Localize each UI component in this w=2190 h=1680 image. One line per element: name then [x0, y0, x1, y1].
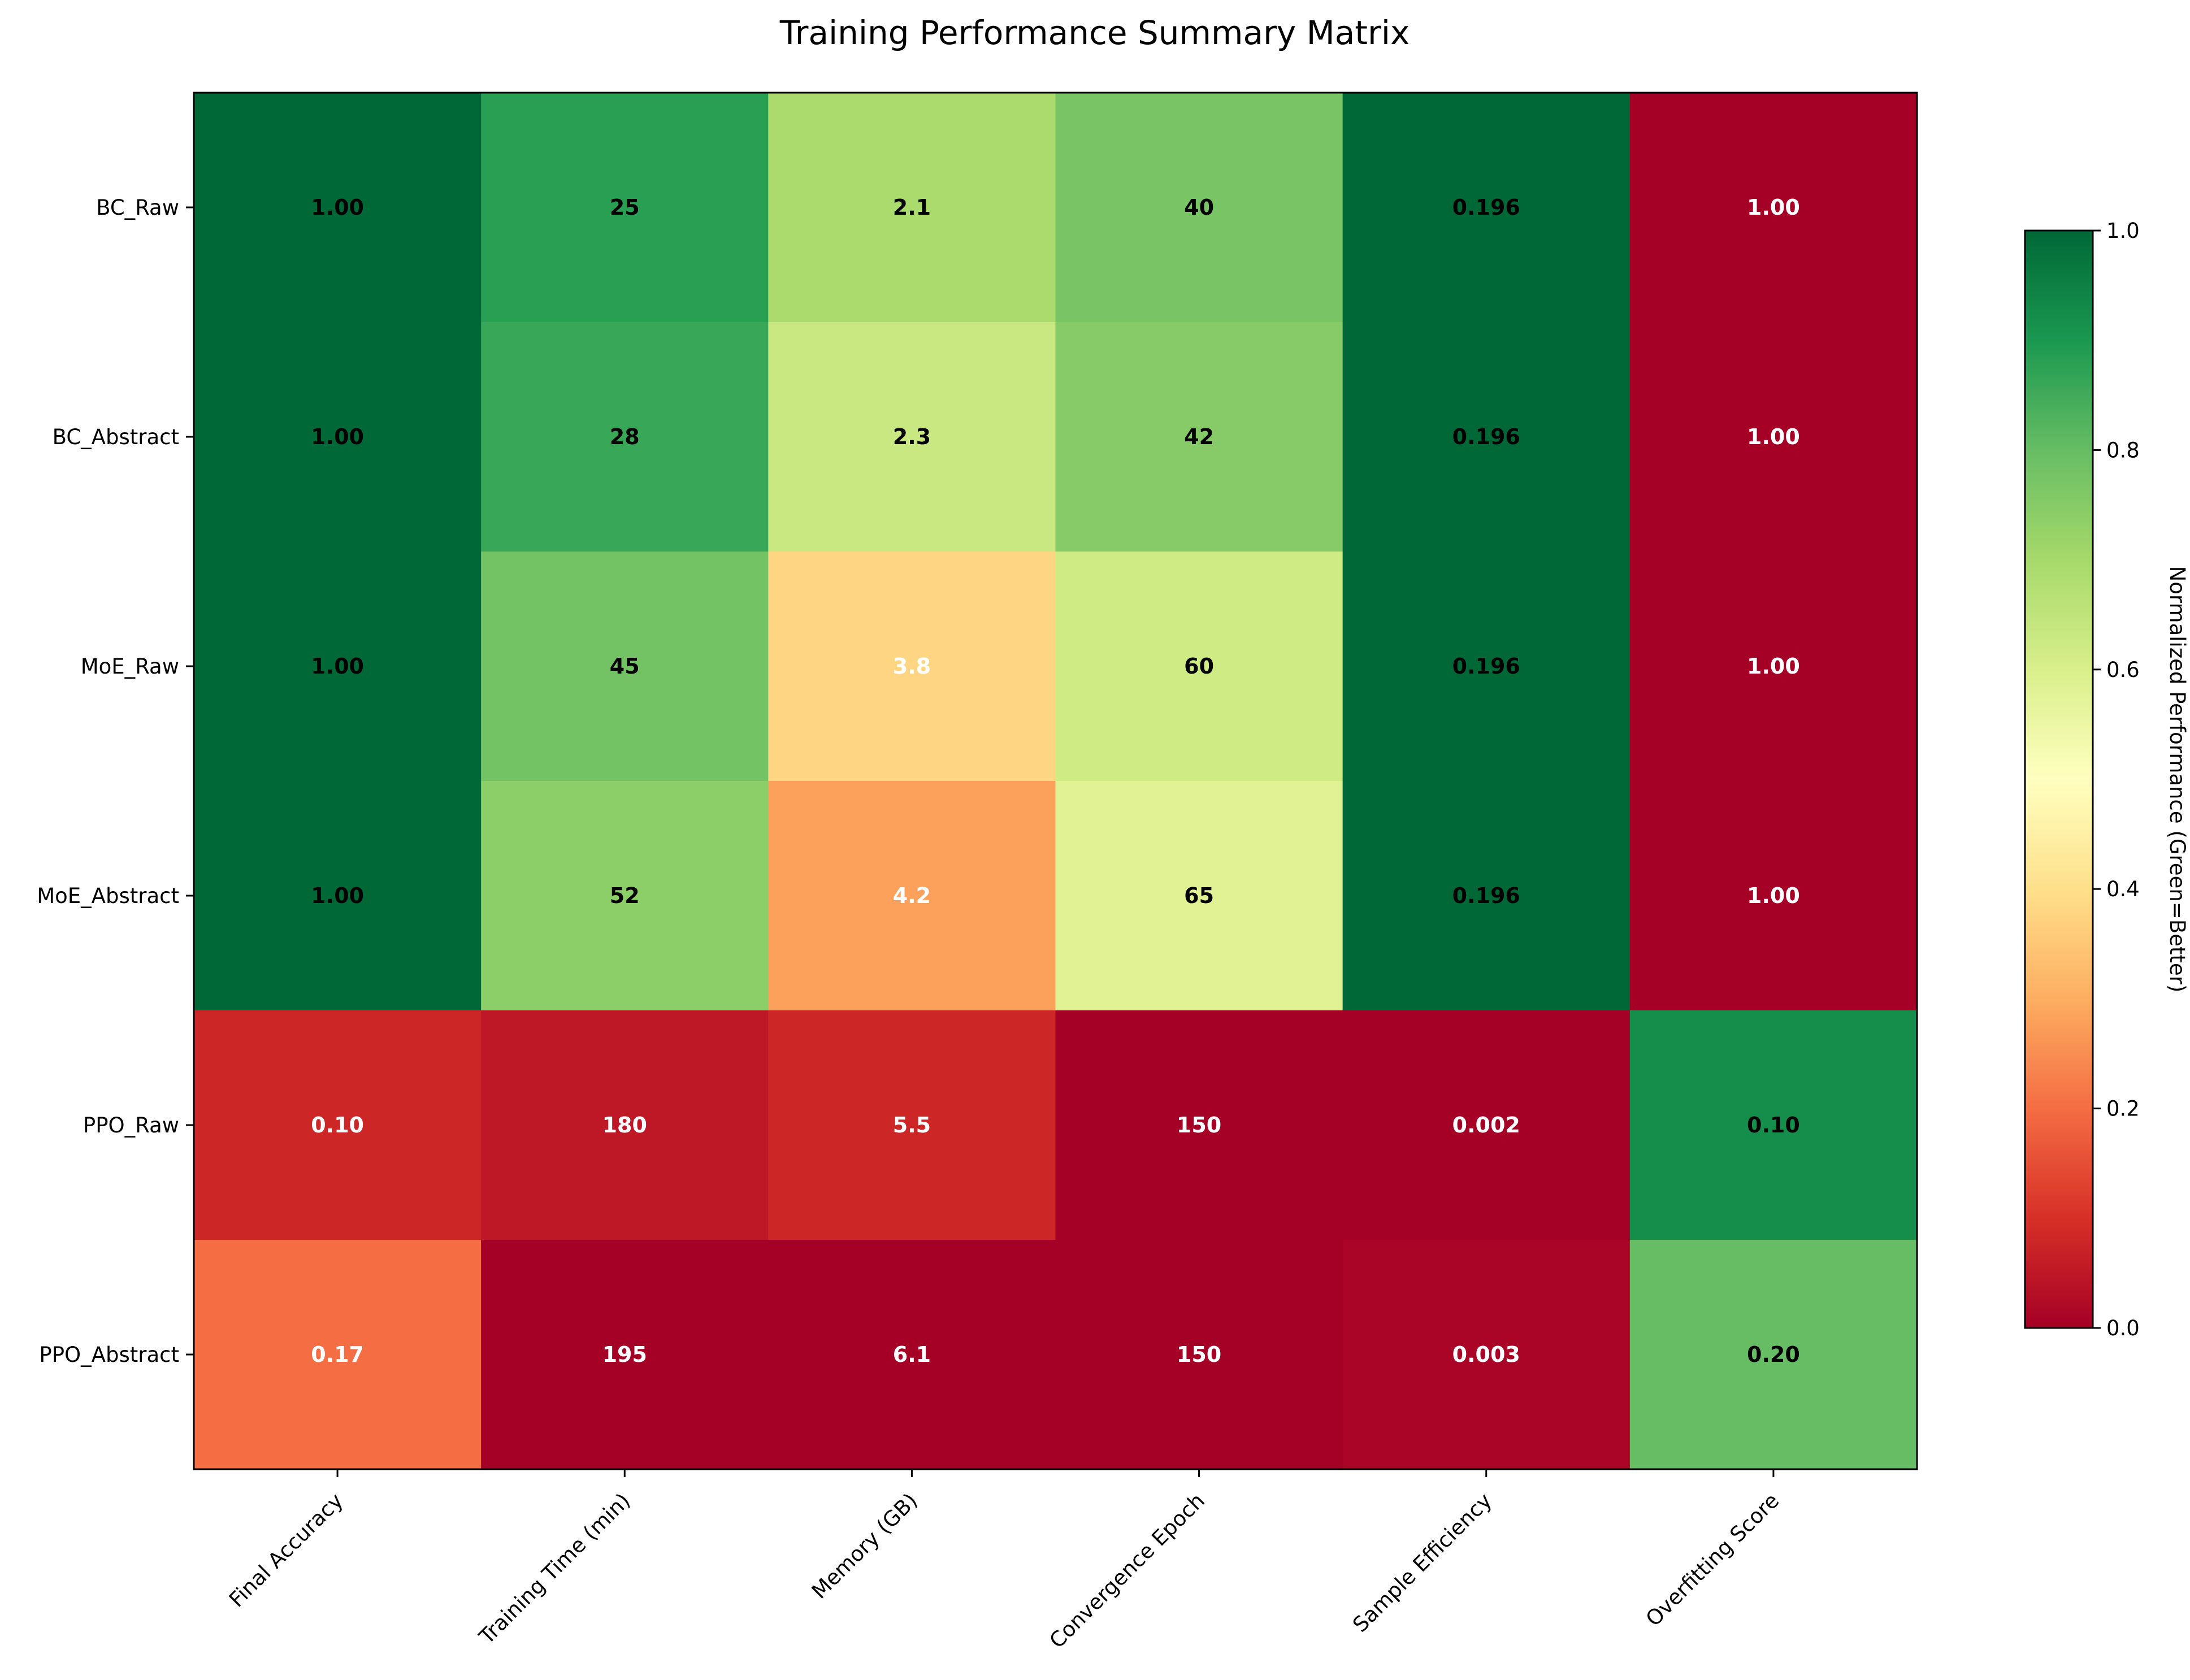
heatmap-cell	[194, 552, 482, 782]
colorbar-tick-label: 1.0	[2106, 219, 2140, 243]
heatmap-cell	[768, 322, 1056, 552]
heatmap-cell	[1342, 1010, 1630, 1240]
heatmap-cell	[1629, 552, 1918, 782]
cell-value-label: 42	[1184, 424, 1214, 449]
heatmap-cell	[768, 93, 1056, 323]
row-axis: BC_Raw BC_Abstract MoE_Raw MoE_Abstract PPO_…	[37, 196, 194, 1367]
cell-value-label: 45	[610, 654, 640, 679]
heatmap-cell	[481, 1010, 769, 1240]
row-tick-label: BC_Abstract	[53, 425, 179, 449]
cell-value-label: 52	[610, 883, 640, 908]
colorbar-ticks: 0.0 0.2 0.4 0.6 0.8 1.0	[2093, 219, 2140, 1340]
heatmap-cell	[194, 1240, 482, 1470]
row-tick-label: BC_Raw	[96, 196, 179, 220]
heatmap-cell	[1342, 1240, 1630, 1470]
row-tick-label: MoE_Abstract	[37, 884, 179, 908]
cell-value-label: 6.1	[893, 1342, 931, 1367]
colorbar-tick-label: 0.2	[2106, 1097, 2140, 1121]
cell-value-label: 40	[1184, 195, 1214, 220]
heatmap-cell	[768, 552, 1056, 782]
cell-labels: 1.00 25 2.1 40 0.196 1.00 1.00 28 2.3 42 0.196 1.00…	[311, 195, 1800, 1367]
cell-value-label: 2.3	[893, 424, 931, 449]
heatmap-cell	[481, 93, 769, 323]
heatmap-cell	[1629, 1010, 1918, 1240]
heatmap-cell	[768, 781, 1056, 1011]
cell-value-label: 195	[602, 1342, 647, 1367]
colorbar-label: Normalized Performance (Green=Better)	[2165, 566, 2189, 993]
chart-title: Training Performance Summary Matrix	[779, 14, 1410, 52]
cell-value-label: 1.00	[311, 424, 364, 449]
cell-value-label: 0.196	[1452, 195, 1520, 220]
cell-value-label: 1.00	[1747, 424, 1800, 449]
heatmap-cell	[1342, 322, 1630, 552]
cell-value-label: 1.00	[311, 195, 364, 220]
cell-value-label: 0.17	[311, 1342, 364, 1367]
heatmap-cell	[1055, 93, 1343, 323]
heatmap-cell	[1629, 322, 1918, 552]
heatmap-cell	[768, 1240, 1056, 1470]
cell-value-label: 0.196	[1452, 883, 1520, 908]
heatmap-cell	[481, 552, 769, 782]
cell-value-label: 1.00	[311, 883, 364, 908]
cell-value-label: 0.20	[1747, 1342, 1800, 1367]
cell-value-label: 0.196	[1452, 654, 1520, 679]
row-tick-label: MoE_Raw	[81, 654, 179, 679]
row-tick-label: PPO_Raw	[83, 1113, 179, 1138]
heatmap-cell	[1629, 781, 1918, 1011]
cell-value-label: 3.8	[893, 654, 931, 679]
cell-value-label: 180	[602, 1113, 647, 1138]
cell-value-label: 65	[1184, 883, 1214, 908]
heatmap-cell	[194, 93, 482, 323]
cell-value-label: 60	[1184, 654, 1214, 679]
colorbar-tick-label: 0.0	[2106, 1316, 2140, 1340]
cell-value-label: 1.00	[1747, 883, 1800, 908]
colorbar-gradient	[2025, 231, 2093, 1328]
heatmap-cell	[768, 1010, 1056, 1240]
cell-value-label: 0.10	[311, 1113, 364, 1138]
heatmap-cell	[1055, 781, 1343, 1011]
heatmap-cell	[194, 322, 482, 552]
plot-frame	[193, 92, 1918, 1470]
heatmap-cell	[1629, 93, 1918, 323]
colorbar-frame	[2024, 229, 2094, 1329]
heatmap-cell	[1342, 552, 1630, 782]
cell-value-label: 150	[1177, 1342, 1221, 1367]
heatmap-cell	[1342, 93, 1630, 323]
cell-value-label: 0.003	[1452, 1342, 1520, 1367]
heatmap-cell	[481, 781, 769, 1011]
cell-value-label: 1.00	[311, 654, 364, 679]
colorbar: 0.0 0.2 0.4 0.6 0.8 1.0 Normalized Performanc…	[2024, 219, 2189, 1340]
heatmap-cell	[1055, 552, 1343, 782]
cell-value-label: 4.2	[893, 883, 931, 908]
heatmap-cell	[481, 1240, 769, 1470]
row-tick-label: PPO_Abstract	[39, 1343, 179, 1367]
heatmap-cell	[1055, 1010, 1343, 1240]
colorbar-tick-label: 0.6	[2106, 658, 2140, 682]
cell-value-label: 150	[1177, 1113, 1221, 1138]
heatmap-cell	[1055, 1240, 1343, 1470]
heatmap-cell	[194, 781, 482, 1011]
cell-value-label: 5.5	[893, 1113, 931, 1138]
cell-value-label: 2.1	[893, 195, 931, 220]
cell-value-label: 28	[610, 424, 640, 449]
cell-value-label: 0.10	[1747, 1113, 1800, 1138]
heatmap-cell	[1055, 322, 1343, 552]
heatmap-cell	[481, 322, 769, 552]
colorbar-tick-label: 0.8	[2106, 438, 2140, 462]
cell-value-label: 1.00	[1747, 195, 1800, 220]
colorbar-tick-label: 0.4	[2106, 877, 2140, 901]
cell-value-label: 0.002	[1452, 1113, 1520, 1138]
heatmap-cells	[194, 93, 1918, 1470]
cell-value-label: 25	[610, 195, 640, 220]
cell-value-label: 0.196	[1452, 424, 1520, 449]
heatmap-cell	[1629, 1240, 1918, 1470]
cell-value-label: 1.00	[1747, 654, 1800, 679]
heatmap-cell	[194, 1010, 482, 1240]
heatmap-cell	[1342, 781, 1630, 1011]
